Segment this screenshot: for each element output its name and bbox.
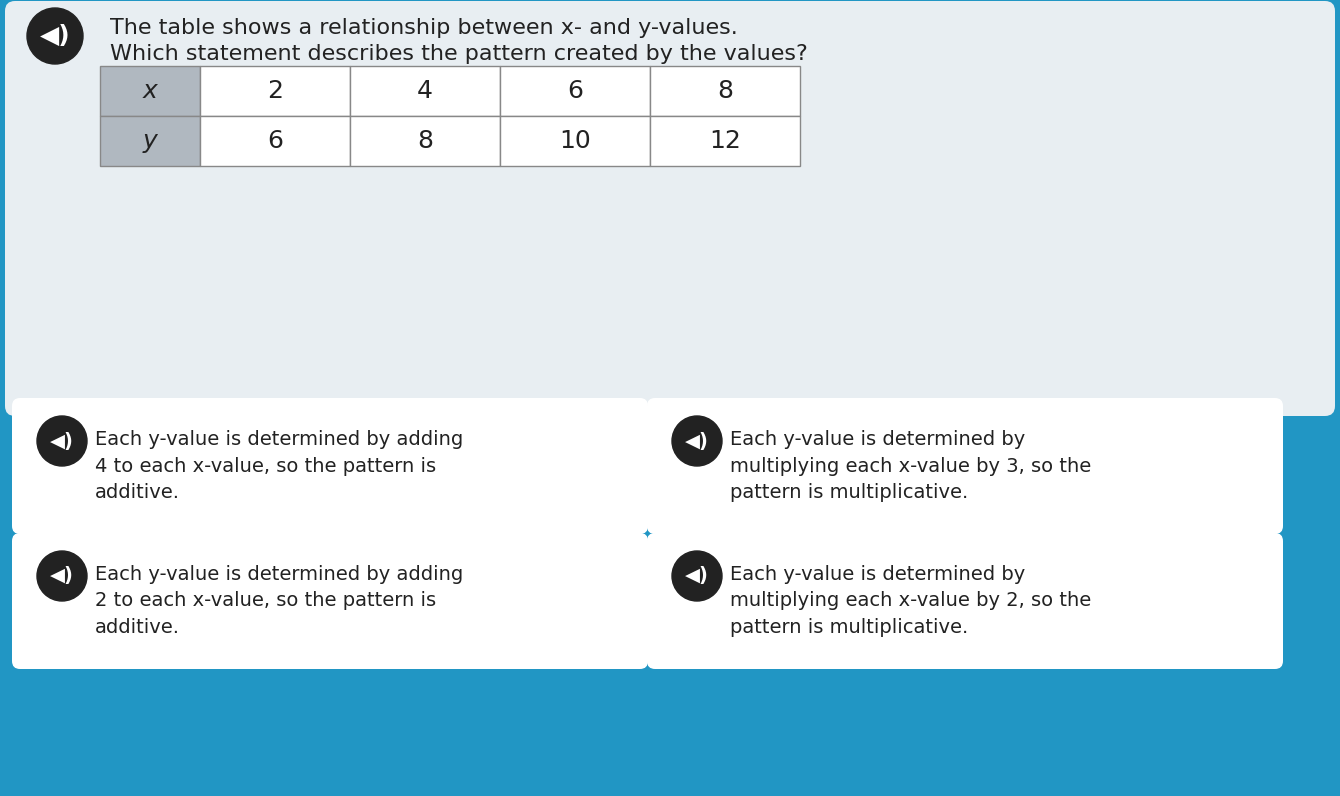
Circle shape: [27, 8, 83, 64]
Text: Each y-value is determined by
multiplying each x-value by 2, so the
pattern is m: Each y-value is determined by multiplyin…: [730, 565, 1091, 637]
FancyBboxPatch shape: [350, 116, 500, 166]
Text: 10: 10: [559, 129, 591, 153]
FancyBboxPatch shape: [650, 116, 800, 166]
Text: y: y: [142, 129, 157, 153]
Circle shape: [671, 551, 722, 601]
FancyBboxPatch shape: [350, 66, 500, 116]
FancyBboxPatch shape: [100, 66, 200, 116]
FancyBboxPatch shape: [647, 398, 1282, 534]
Text: ◀): ◀): [685, 431, 709, 451]
Text: Each y-value is determined by adding
4 to each x-value, so the pattern is
additi: Each y-value is determined by adding 4 t…: [95, 430, 464, 502]
FancyBboxPatch shape: [500, 66, 650, 116]
FancyBboxPatch shape: [647, 533, 1282, 669]
FancyBboxPatch shape: [100, 116, 200, 166]
FancyBboxPatch shape: [650, 66, 800, 116]
Text: 6: 6: [267, 129, 283, 153]
Text: ◀): ◀): [40, 24, 70, 48]
Text: Each y-value is determined by
multiplying each x-value by 3, so the
pattern is m: Each y-value is determined by multiplyin…: [730, 430, 1091, 502]
Text: 6: 6: [567, 79, 583, 103]
FancyBboxPatch shape: [500, 116, 650, 166]
Text: 2: 2: [267, 79, 283, 103]
Text: 4: 4: [417, 79, 433, 103]
Text: Each y-value is determined by adding
2 to each x-value, so the pattern is
additi: Each y-value is determined by adding 2 t…: [95, 565, 464, 637]
Text: x: x: [142, 79, 157, 103]
Circle shape: [38, 416, 87, 466]
Circle shape: [38, 551, 87, 601]
Circle shape: [671, 416, 722, 466]
Text: ◀): ◀): [50, 431, 74, 451]
Text: Which statement describes the pattern created by the values?: Which statement describes the pattern cr…: [110, 44, 808, 64]
Text: 8: 8: [717, 79, 733, 103]
Text: 12: 12: [709, 129, 741, 153]
FancyBboxPatch shape: [12, 398, 649, 534]
FancyBboxPatch shape: [200, 116, 350, 166]
FancyBboxPatch shape: [12, 533, 649, 669]
Text: 8: 8: [417, 129, 433, 153]
Text: The table shows a relationship between x- and y-values.: The table shows a relationship between x…: [110, 18, 738, 38]
Text: ◀): ◀): [685, 567, 709, 586]
FancyBboxPatch shape: [200, 66, 350, 116]
FancyBboxPatch shape: [5, 1, 1335, 416]
Text: ◀): ◀): [50, 567, 74, 586]
